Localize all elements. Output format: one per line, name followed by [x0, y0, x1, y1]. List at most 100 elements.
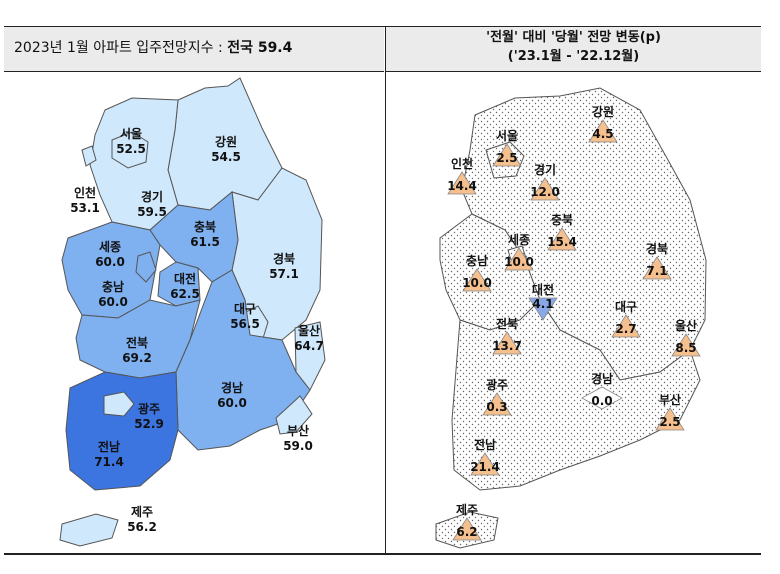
change-marker-12 — [581, 386, 623, 410]
change-marker-4 — [547, 227, 577, 251]
change-label-name-3: 강원 — [592, 105, 614, 119]
change-marker-9 — [611, 314, 641, 338]
index-label-0: 서울 52.5 — [111, 127, 151, 157]
index-label-10: 울산 64.7 — [289, 324, 329, 354]
right-header-line1: '전월' 대비 '당월' 전망 변동(p) — [486, 30, 661, 45]
change-label-name-15: 전남 — [474, 437, 496, 452]
index-label-value: 57.1 — [269, 267, 299, 281]
change-label-value-11: 13.7 — [492, 339, 522, 353]
index-label-3: 강원 54.5 — [206, 135, 246, 165]
index-label-6: 충남 60.0 — [93, 280, 133, 310]
change-label-value-12: 0.0 — [591, 394, 612, 408]
index-label-value: 60.0 — [217, 396, 247, 410]
change-label-name-13: 광주 — [486, 377, 508, 392]
change-label-value-5: 10.0 — [504, 255, 534, 269]
change-label-name-7: 대전 — [532, 282, 554, 297]
index-label-value: 69.2 — [122, 351, 152, 365]
index-label-name: 강원 — [214, 135, 238, 149]
change-label-name-14: 부산 — [659, 392, 681, 407]
change-label-value-14: 2.5 — [659, 415, 680, 429]
index-label-14: 전남 71.4 — [89, 440, 129, 470]
region-sejong — [135, 251, 157, 283]
index-label-12: 경남 60.0 — [212, 381, 252, 411]
index-label-value: 60.0 — [98, 295, 128, 309]
region-jeonnam — [65, 371, 179, 491]
change-marker-7 — [528, 297, 558, 321]
change-marker-3 — [588, 119, 618, 143]
left-header-title: 2023년 1월 아파트 입주전망지수 : 전국 59.4 — [14, 37, 292, 57]
index-label-name: 경북 — [272, 252, 296, 266]
region-incheon — [81, 145, 97, 167]
index-label-value: 52.5 — [116, 142, 146, 156]
index-label-value: 71.4 — [94, 455, 124, 469]
index-label-value: 60.0 — [95, 255, 125, 269]
left-header — [4, 26, 384, 72]
change-label-value-7: 4.1 — [532, 297, 553, 311]
change-label-value-1: 14.4 — [447, 179, 477, 193]
change-label-value-8: 7.1 — [646, 264, 667, 278]
index-label-4: 충북 61.5 — [185, 220, 225, 250]
change-marker-1 — [447, 171, 477, 195]
index-label-value: 53.1 — [70, 201, 100, 215]
change-label-value-2: 12.0 — [530, 185, 560, 199]
index-label-value: 62.5 — [170, 287, 200, 301]
change-label-value-4: 15.4 — [547, 235, 577, 249]
index-label-name: 경남 — [220, 381, 244, 395]
index-label-name: 부산 — [286, 424, 310, 438]
index-label-name: 경기 — [140, 190, 164, 204]
index-label-name: 인천 — [73, 186, 97, 200]
change-label-name-9: 대구 — [615, 300, 637, 314]
change-marker-11 — [492, 331, 522, 355]
bottom-border — [4, 553, 761, 555]
change-label-name-12: 경남 — [591, 371, 613, 386]
change-label-name-1: 인천 — [451, 156, 473, 171]
change-marker-14 — [655, 407, 685, 431]
change-marker-15 — [470, 452, 500, 476]
index-label-name: 제주 — [130, 505, 154, 519]
index-label-value: 56.5 — [230, 317, 260, 331]
change-marker-6 — [462, 268, 492, 292]
change-label-value-13: 0.3 — [486, 400, 507, 414]
change-marker-10 — [671, 333, 701, 357]
panel-divider — [385, 26, 386, 554]
index-label-7: 대전 62.5 — [165, 272, 205, 302]
change-label-name-5: 세종 — [508, 232, 530, 247]
index-label-name: 충남 — [101, 280, 125, 294]
index-label-value: 59.0 — [283, 439, 313, 453]
change-label-name-10: 울산 — [675, 318, 697, 333]
index-label-name: 울산 — [297, 324, 321, 338]
index-label-2: 경기 59.5 — [132, 190, 172, 220]
index-label-name: 충북 — [193, 220, 217, 234]
index-label-name: 서울 — [119, 127, 143, 141]
change-label-value-3: 4.5 — [592, 127, 613, 141]
change-label-name-6: 충남 — [466, 253, 488, 268]
index-label-8: 경북 57.1 — [264, 252, 304, 282]
index-label-5: 세종 60.0 — [90, 240, 130, 270]
change-label-value-16: 6.2 — [456, 525, 477, 539]
change-label-name-4: 충북 — [551, 212, 573, 227]
index-label-value: 61.5 — [190, 235, 220, 249]
right-header-line2: ('23.1월 - '22.12월) — [507, 49, 640, 64]
change-label-name-8: 경북 — [646, 242, 668, 256]
index-label-value: 52.9 — [134, 417, 164, 431]
index-label-name: 광주 — [137, 402, 161, 416]
change-marker-13 — [482, 392, 512, 416]
change-label-name-0: 서울 — [496, 128, 518, 143]
left-header-prefix: 2023년 1월 아파트 입주전망지수 : — [14, 40, 223, 56]
region-busan — [275, 395, 313, 435]
index-label-1: 인천 53.1 — [65, 186, 105, 216]
index-label-value: 56.2 — [127, 520, 157, 534]
index-label-13: 광주 52.9 — [129, 402, 169, 432]
change-label-value-0: 2.5 — [496, 151, 517, 165]
change-label-value-9: 2.7 — [615, 322, 636, 336]
index-label-name: 전남 — [97, 440, 121, 454]
change-marker-16 — [452, 517, 482, 541]
index-map — [59, 77, 326, 547]
region-ulsan — [294, 321, 326, 391]
index-label-name: 전북 — [125, 336, 149, 350]
index-label-9: 대구 56.5 — [225, 302, 265, 332]
index-label-name: 대구 — [233, 302, 257, 316]
index-label-value: 59.5 — [137, 205, 167, 219]
change-label-name-16: 제주 — [456, 503, 478, 517]
